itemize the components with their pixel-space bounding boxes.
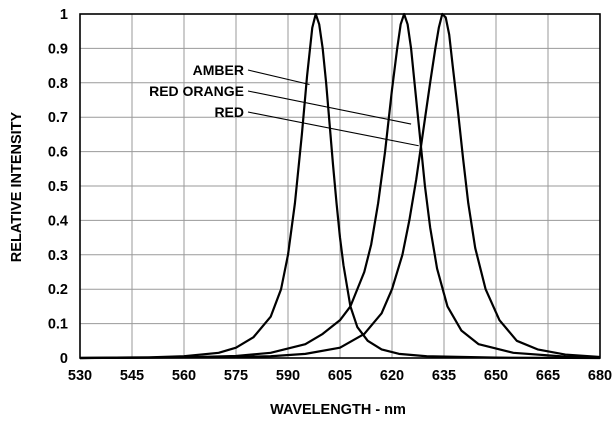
x-tick-label: 575 [224,368,248,384]
y-tick-label: 0.3 [48,248,68,264]
y-tick-label: 0 [60,351,68,367]
y-tick-label: 0.4 [48,213,68,229]
x-tick-label: 650 [484,368,508,384]
grid-lines [79,13,601,359]
annotation-amber: AMBER [193,62,244,78]
x-axis-title: WAVELENGTH - nm [270,402,406,418]
series-annotations: AMBER RED ORANGE RED [149,62,419,147]
annotation-red-orange: RED ORANGE [149,83,244,99]
y-tick-label: 0.2 [48,282,68,298]
y-tick-label: 1 [60,7,68,23]
series-lines [79,12,601,360]
x-tick-label: 560 [172,368,196,384]
annotation-leader-red [247,111,419,147]
plot-frame [79,13,601,359]
y-tick-label: 0.7 [48,110,68,126]
series-line-amber [79,12,601,360]
x-tick-label: 605 [328,368,352,384]
y-tick-label: 0.9 [48,41,68,57]
series-line-red-orange [79,12,601,360]
y-tick-label: 0.8 [48,76,68,92]
y-tick-label: 0.1 [48,317,68,333]
y-axis-title: RELATIVE INTENSITY [9,111,25,262]
series-line-red [79,12,601,360]
y-tick-label: 0.5 [48,179,68,195]
x-tick-label: 620 [380,368,404,384]
annotation-red: RED [214,104,244,120]
x-tick-label: 635 [432,368,456,384]
tick-labels: 530 545 560 575 590 605 620 635 650 665 680 0 0.1 0.2… [48,7,612,384]
x-tick-label: 530 [68,368,92,384]
x-tick-label: 590 [276,368,300,384]
x-tick-label: 545 [120,368,144,384]
x-tick-label: 680 [588,368,612,384]
y-tick-label: 0.6 [48,145,68,161]
annotation-leader-red-orange [247,90,412,125]
x-tick-label: 665 [536,368,560,384]
annotation-leader-amber [247,69,310,86]
